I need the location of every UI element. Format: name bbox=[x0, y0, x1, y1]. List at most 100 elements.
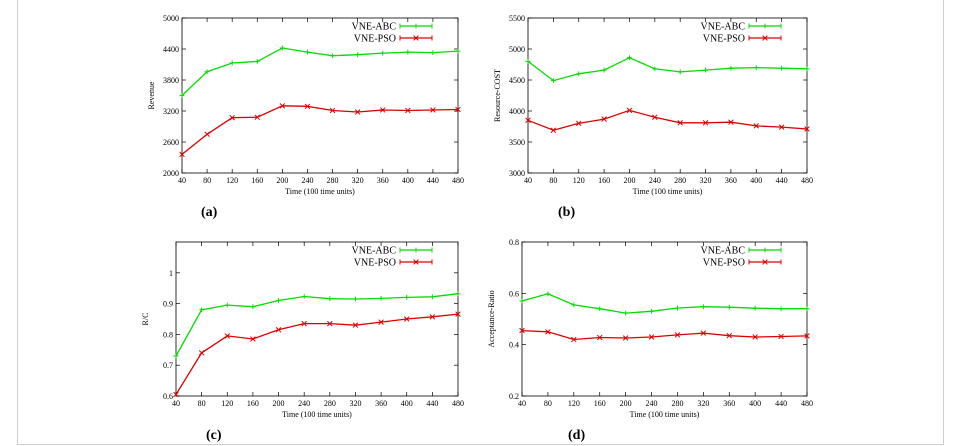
p0-data-point-0 bbox=[254, 59, 260, 64]
p0-data-point-0 bbox=[430, 50, 436, 56]
p0-data-point-1 bbox=[455, 106, 461, 113]
p0-data-point-1 bbox=[279, 103, 286, 109]
p1-y-tick-label: 5500 bbox=[509, 14, 525, 23]
p1-plot-frame bbox=[527, 17, 808, 174]
p0-legend-label-0: VNE-ABC bbox=[352, 22, 397, 33]
p2-x-tick-label: 200 bbox=[273, 399, 285, 408]
p0-data-point-1 bbox=[329, 107, 336, 114]
p0-series-line-1 bbox=[181, 105, 459, 155]
p1-data-point-0 bbox=[652, 66, 658, 72]
p3-series-line-0 bbox=[521, 293, 807, 314]
p0-data-point-1 bbox=[254, 114, 261, 120]
p3-x-tick-label: 400 bbox=[749, 399, 761, 408]
p1-y-axis-label: Resource-COST bbox=[493, 69, 502, 122]
p2-x-tick-label: 280 bbox=[324, 399, 336, 408]
p3-legend-marker-0 bbox=[762, 247, 768, 253]
p1-data-point-0 bbox=[677, 69, 683, 75]
p3-data-point-0 bbox=[804, 306, 810, 312]
p3-plot-frame bbox=[521, 241, 808, 397]
p3-data-point-0 bbox=[623, 310, 629, 316]
p0-data-point-1 bbox=[379, 107, 386, 113]
p1-series-line-1 bbox=[527, 109, 808, 131]
p1-data-point-0 bbox=[779, 65, 785, 71]
p1-x-tick-label: 280 bbox=[674, 176, 686, 185]
p0-data-point-0 bbox=[355, 52, 361, 58]
p3-data-point-0 bbox=[545, 291, 551, 297]
p3-data-point-1 bbox=[726, 332, 733, 339]
p0-x-tick-label: 160 bbox=[251, 176, 263, 185]
p3-data-point-1 bbox=[804, 333, 810, 339]
p2-data-point-1 bbox=[224, 333, 231, 339]
p0-x-tick-label: 40 bbox=[178, 176, 186, 185]
p3-data-point-0 bbox=[649, 308, 654, 314]
p0-data-point-0 bbox=[455, 48, 461, 54]
p1-series-line-0 bbox=[527, 56, 808, 82]
p1-x-tick-label: 320 bbox=[700, 176, 712, 185]
p2-y-axis-label: R/C bbox=[141, 313, 150, 326]
p1-data-point-0 bbox=[753, 65, 759, 70]
p1-x-tick-label: 160 bbox=[598, 176, 610, 185]
p0-legend-label-1: VNE-PSO bbox=[354, 34, 396, 45]
p2-x-tick-label: 120 bbox=[221, 399, 233, 408]
p2-data-point-0 bbox=[301, 294, 307, 299]
p1-data-point-1 bbox=[575, 120, 582, 127]
p1-x-tick-label: 240 bbox=[649, 176, 661, 185]
p1-x-tick-label: 440 bbox=[776, 176, 788, 185]
caption-a: (a) bbox=[201, 205, 218, 220]
p2-data-point-1 bbox=[403, 316, 410, 322]
p2-data-point-0 bbox=[404, 295, 410, 300]
p3-x-tick-label: 360 bbox=[723, 399, 735, 408]
p2-data-point-0 bbox=[455, 291, 461, 297]
p1-data-point-0 bbox=[703, 67, 708, 73]
p0-data-point-1 bbox=[405, 107, 411, 114]
p3-data-point-1 bbox=[752, 334, 758, 340]
p0-data-point-1 bbox=[179, 151, 185, 158]
p1-x-tick-label: 120 bbox=[573, 176, 585, 185]
p0-y-axis-label: Revenue bbox=[147, 81, 156, 109]
p2-series-line-0 bbox=[175, 293, 459, 357]
p2-x-tick-label: 160 bbox=[247, 399, 259, 408]
p3-y-tick-label: 0.4 bbox=[509, 341, 519, 350]
p3-x-tick-label: 40 bbox=[518, 399, 526, 408]
p2-x-tick-label: 440 bbox=[426, 399, 438, 408]
p0-x-tick-label: 200 bbox=[276, 176, 288, 185]
p1-data-point-1 bbox=[677, 120, 683, 126]
p0-y-tick-label: 2000 bbox=[163, 169, 179, 178]
p1-legend-marker-1 bbox=[762, 35, 768, 41]
p2-data-point-0 bbox=[173, 353, 179, 359]
p1-x-tick-label: 480 bbox=[801, 176, 813, 185]
p3-data-point-1 bbox=[571, 336, 577, 343]
p2-data-point-1 bbox=[327, 320, 333, 327]
p1-data-point-0 bbox=[804, 66, 810, 72]
p1-x-axis-label: Time (100 time units) bbox=[633, 187, 703, 196]
p2-data-point-0 bbox=[353, 296, 358, 302]
p1-y-tick-label: 3500 bbox=[509, 138, 525, 147]
p0-data-point-1 bbox=[304, 103, 311, 110]
p1-y-tick-label: 5000 bbox=[509, 45, 525, 54]
p0-x-tick-label: 400 bbox=[402, 176, 414, 185]
p2-data-point-1 bbox=[198, 350, 205, 356]
p3-data-point-1 bbox=[622, 335, 629, 341]
p1-data-point-0 bbox=[525, 59, 531, 64]
p0-data-point-1 bbox=[204, 131, 210, 138]
p1-data-point-1 bbox=[626, 107, 633, 114]
p2-data-point-0 bbox=[224, 302, 230, 308]
p0-plot-frame bbox=[181, 17, 459, 174]
p1-y-tick-label: 4500 bbox=[509, 76, 525, 85]
p1-data-point-1 bbox=[601, 116, 607, 122]
p3-x-tick-label: 160 bbox=[594, 399, 606, 408]
p2-data-point-0 bbox=[378, 295, 384, 301]
p0-x-tick-label: 440 bbox=[427, 176, 439, 185]
p2-data-point-0 bbox=[199, 307, 205, 313]
p0-data-point-0 bbox=[330, 53, 335, 59]
p2-x-tick-label: 400 bbox=[401, 399, 413, 408]
p3-data-point-0 bbox=[675, 305, 680, 311]
p3-x-tick-label: 480 bbox=[801, 399, 813, 408]
p0-data-point-0 bbox=[229, 60, 235, 66]
p1-data-point-1 bbox=[778, 124, 785, 130]
p3-x-tick-label: 120 bbox=[568, 399, 580, 408]
p2-data-point-1 bbox=[378, 319, 384, 325]
p2-y-tick-label: 0.6 bbox=[163, 392, 173, 401]
p2-x-tick-label: 80 bbox=[198, 399, 206, 408]
